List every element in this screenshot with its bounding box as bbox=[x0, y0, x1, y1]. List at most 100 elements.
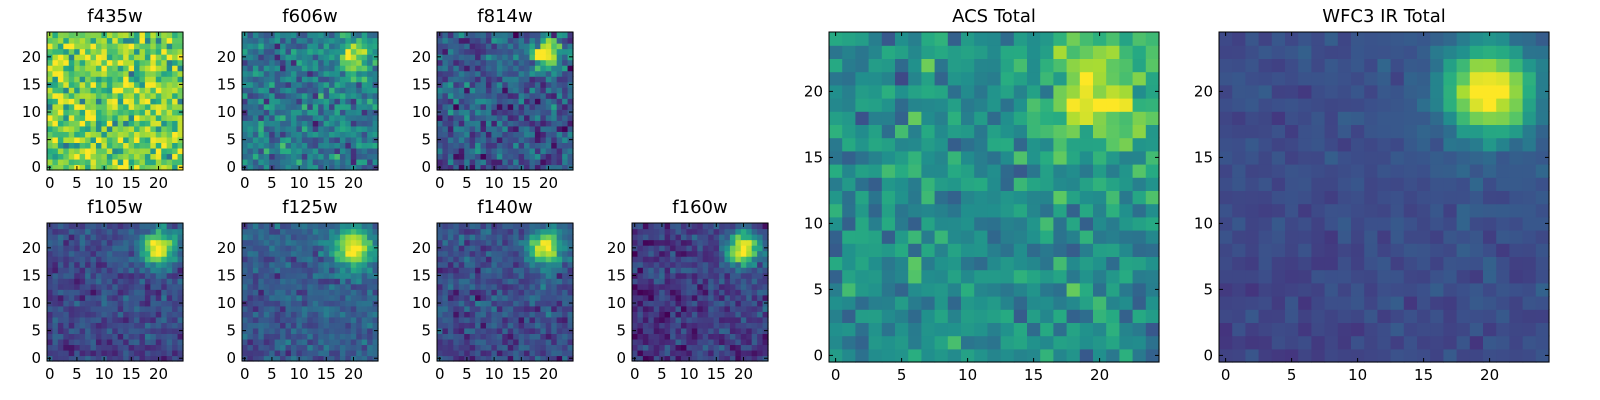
heatmap-cell bbox=[74, 81, 81, 88]
heatmap-cell bbox=[247, 120, 254, 127]
heatmap-cell bbox=[161, 120, 168, 127]
heatmap-cell bbox=[987, 177, 1002, 191]
heatmap-cell bbox=[269, 48, 276, 55]
heatmap-cell bbox=[95, 54, 102, 61]
heatmap-cell bbox=[74, 92, 81, 99]
heatmap-cell bbox=[318, 283, 325, 290]
heatmap-cell bbox=[908, 190, 922, 205]
heatmap-cell bbox=[502, 32, 509, 39]
heatmap-cell bbox=[139, 32, 146, 39]
heatmap-cell bbox=[562, 103, 569, 110]
heatmap-cell bbox=[485, 267, 492, 274]
heatmap-cell bbox=[101, 239, 108, 246]
heatmap-cell bbox=[123, 120, 130, 127]
heatmap-cell bbox=[95, 223, 102, 230]
heatmap-cell bbox=[95, 81, 102, 88]
heatmap-cell bbox=[475, 272, 482, 279]
heatmap-cell bbox=[274, 114, 281, 121]
heatmap-cell bbox=[740, 234, 747, 241]
heatmap-cell bbox=[464, 289, 471, 296]
heatmap-cell bbox=[921, 269, 936, 284]
heatmap-cell bbox=[447, 294, 454, 301]
heatmap-cell bbox=[144, 239, 151, 246]
heatmap-cell bbox=[339, 355, 346, 362]
heatmap-cell bbox=[513, 349, 520, 357]
heatmap-cell bbox=[247, 261, 254, 268]
heatmap-cell bbox=[242, 87, 249, 94]
heatmap-cell bbox=[285, 158, 292, 166]
heatmap-cell bbox=[356, 153, 363, 160]
heatmap-cell bbox=[453, 103, 460, 110]
heatmap-cell bbox=[757, 256, 764, 263]
heatmap-cell bbox=[166, 70, 173, 77]
heatmap-cell bbox=[372, 142, 379, 149]
heatmap-cell bbox=[697, 311, 704, 318]
heatmap-cell bbox=[117, 98, 124, 105]
heatmap-cell bbox=[258, 349, 265, 357]
heatmap-cell bbox=[453, 261, 460, 268]
heatmap-cell bbox=[356, 316, 363, 323]
heatmap-cell bbox=[280, 76, 287, 83]
heatmap-cell bbox=[74, 87, 81, 94]
heatmap-cell bbox=[502, 349, 509, 357]
heatmap-cell bbox=[534, 239, 541, 246]
heatmap-cell bbox=[117, 344, 124, 351]
heatmap-cell bbox=[680, 289, 687, 296]
heatmap-cell bbox=[177, 65, 184, 72]
heatmap-cell bbox=[144, 109, 151, 116]
heatmap-cell bbox=[702, 245, 709, 252]
heatmap-cell bbox=[307, 136, 314, 143]
heatmap-cell bbox=[670, 327, 677, 334]
heatmap-cell bbox=[540, 327, 547, 334]
heatmap-cell bbox=[632, 316, 639, 323]
heatmap-cell bbox=[161, 355, 168, 362]
heatmap-cell bbox=[172, 54, 179, 61]
heatmap-cell bbox=[496, 294, 503, 301]
heatmap-cell bbox=[123, 37, 130, 44]
plot-frame bbox=[46, 31, 184, 171]
heatmap-cell bbox=[172, 223, 179, 230]
heatmap-cell bbox=[172, 81, 179, 88]
heatmap-cell bbox=[172, 267, 179, 274]
heatmap-cell bbox=[117, 322, 124, 329]
heatmap-cell bbox=[496, 43, 503, 50]
heatmap-cell bbox=[323, 311, 330, 318]
heatmap-cell bbox=[653, 311, 660, 318]
heatmap-cell bbox=[437, 147, 444, 155]
heatmap-cell bbox=[367, 37, 374, 44]
heatmap-cell bbox=[442, 349, 449, 357]
heatmap-cell bbox=[453, 81, 460, 88]
heatmap-cell bbox=[524, 92, 531, 99]
heatmap-cell bbox=[144, 338, 151, 346]
heatmap-cell bbox=[437, 76, 444, 83]
heatmap-cell bbox=[274, 316, 281, 323]
heatmap-cell bbox=[464, 305, 471, 312]
heatmap-cell bbox=[895, 216, 909, 231]
heatmap-cell bbox=[762, 239, 769, 246]
heatmap-cell bbox=[117, 92, 124, 99]
heatmap-cell bbox=[57, 48, 64, 55]
heatmap-cell bbox=[1093, 282, 1107, 297]
heatmap-cell bbox=[128, 81, 135, 88]
x-tick-label: 0 bbox=[435, 365, 445, 383]
heatmap-cell bbox=[285, 327, 292, 334]
heatmap-cell bbox=[290, 305, 297, 312]
heatmap-cell bbox=[551, 120, 558, 127]
heatmap-cell bbox=[458, 272, 465, 279]
heatmap-cell bbox=[632, 333, 639, 340]
heatmap-cell bbox=[540, 344, 547, 351]
heatmap-cell bbox=[161, 81, 168, 88]
heatmap-cell bbox=[274, 37, 281, 44]
heatmap-cell bbox=[247, 327, 254, 334]
heatmap-cell bbox=[475, 158, 482, 166]
heatmap-cell bbox=[729, 338, 736, 346]
heatmap-cell bbox=[339, 120, 346, 127]
heatmap-cell bbox=[961, 216, 975, 231]
heatmap-cell bbox=[356, 223, 363, 230]
heatmap-cell bbox=[63, 267, 70, 274]
heatmap-cell bbox=[367, 147, 374, 155]
heatmap-cell bbox=[524, 344, 531, 351]
heatmap-cell bbox=[556, 223, 563, 230]
heatmap-cell bbox=[307, 349, 314, 357]
